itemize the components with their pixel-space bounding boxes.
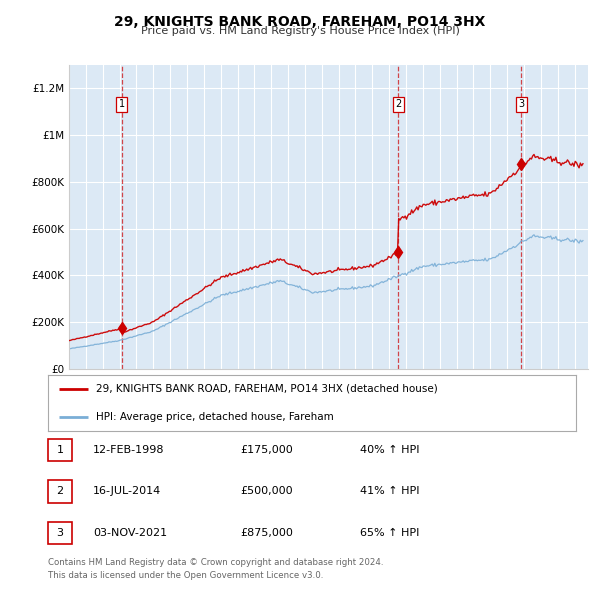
Text: 65% ↑ HPI: 65% ↑ HPI [360, 528, 419, 537]
Text: 16-JUL-2014: 16-JUL-2014 [93, 487, 161, 496]
Text: HPI: Average price, detached house, Fareham: HPI: Average price, detached house, Fare… [95, 412, 333, 422]
Text: 2: 2 [56, 487, 64, 496]
Text: 3: 3 [56, 528, 64, 537]
Text: 40% ↑ HPI: 40% ↑ HPI [360, 445, 419, 455]
Text: Price paid vs. HM Land Registry's House Price Index (HPI): Price paid vs. HM Land Registry's House … [140, 26, 460, 36]
Text: This data is licensed under the Open Government Licence v3.0.: This data is licensed under the Open Gov… [48, 571, 323, 579]
Text: 03-NOV-2021: 03-NOV-2021 [93, 528, 167, 537]
Text: 1: 1 [119, 99, 125, 109]
Text: Contains HM Land Registry data © Crown copyright and database right 2024.: Contains HM Land Registry data © Crown c… [48, 558, 383, 566]
Text: £175,000: £175,000 [240, 445, 293, 455]
Text: 29, KNIGHTS BANK ROAD, FAREHAM, PO14 3HX: 29, KNIGHTS BANK ROAD, FAREHAM, PO14 3HX [115, 15, 485, 29]
Text: 1: 1 [56, 445, 64, 455]
Text: 2: 2 [395, 99, 401, 109]
Text: £500,000: £500,000 [240, 487, 293, 496]
Text: £875,000: £875,000 [240, 528, 293, 537]
Text: 12-FEB-1998: 12-FEB-1998 [93, 445, 164, 455]
Text: 41% ↑ HPI: 41% ↑ HPI [360, 487, 419, 496]
Text: 29, KNIGHTS BANK ROAD, FAREHAM, PO14 3HX (detached house): 29, KNIGHTS BANK ROAD, FAREHAM, PO14 3HX… [95, 384, 437, 394]
Text: 3: 3 [518, 99, 524, 109]
